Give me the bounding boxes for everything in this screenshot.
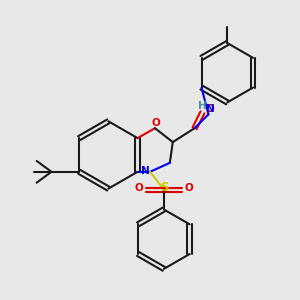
Text: N: N	[206, 104, 215, 114]
Text: H: H	[198, 101, 207, 111]
Text: O: O	[152, 118, 160, 128]
Text: S: S	[160, 181, 169, 194]
Text: N: N	[141, 166, 149, 176]
Text: O: O	[205, 104, 214, 114]
Text: O: O	[135, 183, 143, 193]
Text: O: O	[184, 183, 193, 193]
